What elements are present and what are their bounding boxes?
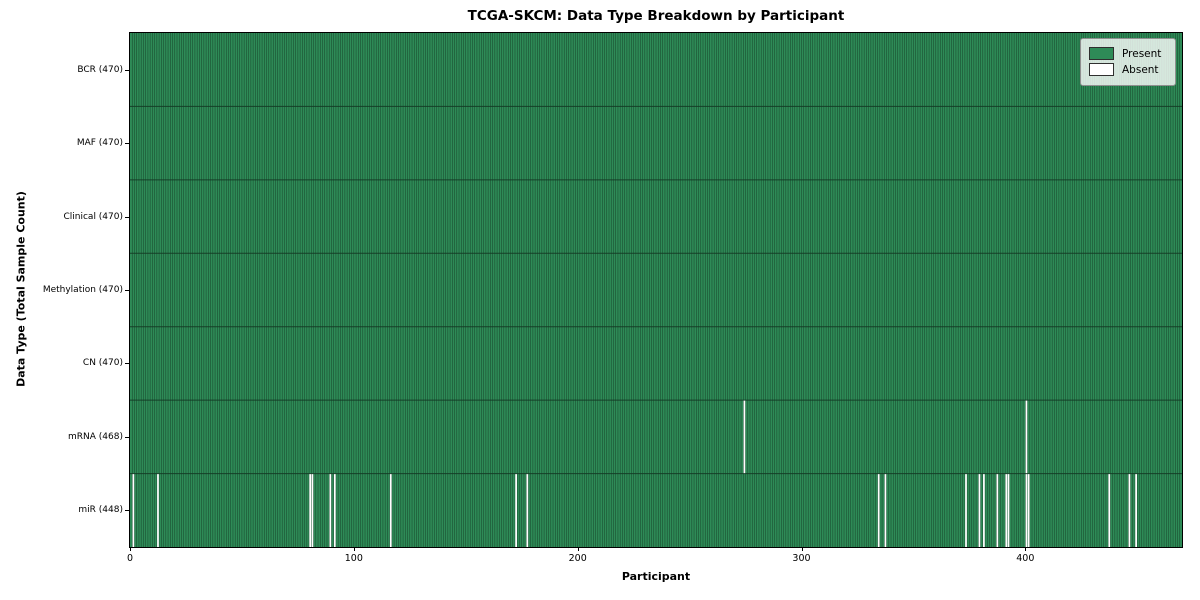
x-tick-label-200: 200	[568, 553, 587, 564]
absent-cell	[389, 473, 392, 547]
absent-cell	[157, 473, 159, 547]
absent-cell	[132, 473, 135, 547]
absent-cell	[996, 473, 999, 547]
absent-cell	[311, 473, 314, 547]
absent-cell	[978, 473, 981, 547]
x-tick-mark	[577, 547, 579, 551]
chart-title: TCGA-SKCM: Data Type Breakdown by Partic…	[467, 8, 845, 24]
legend-swatch-present-icon	[1089, 47, 1114, 60]
x-axis-label: Participant	[621, 570, 691, 583]
x-tick-label-300: 300	[792, 553, 811, 564]
absent-cell	[983, 473, 985, 547]
plot-area	[129, 32, 1183, 548]
x-tick-mark	[130, 547, 131, 551]
absent-cell	[884, 473, 887, 547]
absent-cell	[1025, 473, 1028, 547]
plot-svg	[130, 33, 1182, 547]
y-tick-label-maf: MAF (470)	[76, 138, 123, 149]
y-tick-mark	[125, 510, 129, 512]
absent-cell	[1128, 473, 1131, 547]
absent-cell	[1108, 473, 1111, 547]
absent-cell	[329, 473, 332, 547]
y-tick-mark	[125, 363, 129, 365]
y-tick-label-clinical: Clinical (470)	[63, 211, 123, 222]
y-tick-label-mir: miR (448)	[78, 505, 123, 516]
y-tick-mark	[125, 216, 129, 218]
y-tick-label-mrna: mRNA (468)	[68, 431, 123, 442]
absent-cell	[1025, 400, 1028, 474]
legend: Present Absent	[1080, 38, 1176, 86]
x-tick-mark	[1025, 547, 1027, 551]
x-tick-label-100: 100	[344, 553, 363, 564]
x-tick-label-0: 0	[126, 553, 134, 564]
absent-cell	[526, 473, 529, 547]
x-tick-label-400: 400	[1016, 553, 1035, 564]
y-tick-label-methylation: Methylation (470)	[42, 285, 123, 295]
y-tick-label-cn: CN (470)	[82, 358, 123, 369]
absent-cell	[1005, 473, 1008, 547]
legend-label-present: Present	[1122, 47, 1162, 60]
absent-cell	[1007, 473, 1010, 547]
legend-item-present: Present	[1089, 47, 1167, 60]
legend-swatch-absent-icon	[1089, 63, 1114, 76]
y-tick-mark	[125, 69, 129, 71]
absent-cell	[877, 473, 880, 547]
y-tick-mark	[125, 290, 129, 291]
legend-item-absent: Absent	[1089, 63, 1167, 76]
y-tick-mark	[125, 143, 129, 145]
absent-cell	[309, 473, 312, 547]
absent-cell	[743, 400, 746, 474]
y-tick-mark	[125, 436, 129, 438]
absent-cell	[1027, 473, 1030, 547]
absent-cell	[515, 473, 517, 547]
absent-cell	[333, 473, 336, 547]
x-tick-mark	[801, 547, 803, 551]
y-tick-label-bcr: BCR (470)	[77, 64, 123, 75]
absent-cell	[1135, 473, 1137, 547]
absent-cell	[965, 473, 967, 547]
x-tick-mark	[353, 547, 355, 551]
legend-label-absent: Absent	[1122, 63, 1159, 76]
